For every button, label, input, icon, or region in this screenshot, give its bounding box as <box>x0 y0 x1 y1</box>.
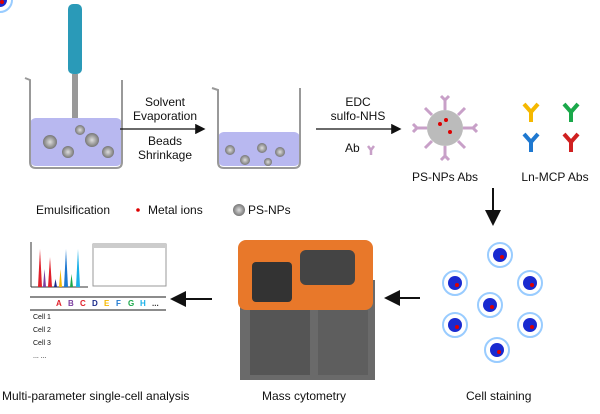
stained-cells-icon <box>0 0 543 363</box>
step2-label-top: EDC sulfo-NHS <box>318 95 398 123</box>
column-header: A <box>56 299 62 308</box>
solvent-text: Solvent <box>144 95 186 109</box>
table-row: ... ... <box>33 353 47 360</box>
column-header: D <box>92 299 98 308</box>
homogenizer-icon <box>68 4 82 124</box>
psnp-abs-label: PS-NPs Abs <box>411 170 479 184</box>
sulfo-nhs-text: sulfo-NHS <box>330 109 386 123</box>
edc-text: EDC <box>345 95 371 109</box>
step1-label-top: Solvent Evaporation <box>125 95 205 123</box>
column-header: H <box>140 299 146 308</box>
cell-staining-label: Cell staining <box>466 389 532 403</box>
evaporation-text: Evaporation <box>132 109 198 123</box>
column-header: F <box>116 299 121 308</box>
column-header: ... <box>152 299 159 308</box>
analysis-label: Multi-parameter single-cell analysis <box>2 389 190 403</box>
mass-cytometry-label: Mass cytometry <box>262 389 347 403</box>
shrinkage-text: Shrinkage <box>137 148 193 162</box>
metal-ion-legend-icon <box>136 208 140 212</box>
ln-mcp-abs-label: Ln-MCP Abs <box>521 170 589 184</box>
column-header: C <box>80 299 86 308</box>
analysis-panel <box>30 242 167 311</box>
ln-mcp-antibodies-icon <box>522 102 580 152</box>
table-row: Cell 2 <box>33 327 51 334</box>
beaker-shrinkage-icon <box>211 87 301 169</box>
beaker-emulsification-icon <box>24 77 123 169</box>
antibody-icon <box>367 145 375 155</box>
metal-ions-label: Metal ions <box>148 203 203 217</box>
psnp-antibody-conjugate-icon <box>411 94 479 162</box>
table-row: Cell 3 <box>33 340 51 347</box>
column-header: B <box>68 299 74 308</box>
ps-nps-label: PS-NPs <box>248 203 291 217</box>
mass-cytometer-icon <box>238 240 375 380</box>
step1-label-bottom: Beads Shrinkage <box>125 134 205 162</box>
ab-label: Ab <box>345 141 360 155</box>
psnp-legend-icon <box>233 204 245 216</box>
table-row: Cell 1 <box>33 314 51 321</box>
column-header: E <box>104 299 110 308</box>
emulsification-label: Emulsification <box>36 203 111 217</box>
column-header: G <box>128 299 135 308</box>
beads-text: Beads <box>147 134 183 148</box>
